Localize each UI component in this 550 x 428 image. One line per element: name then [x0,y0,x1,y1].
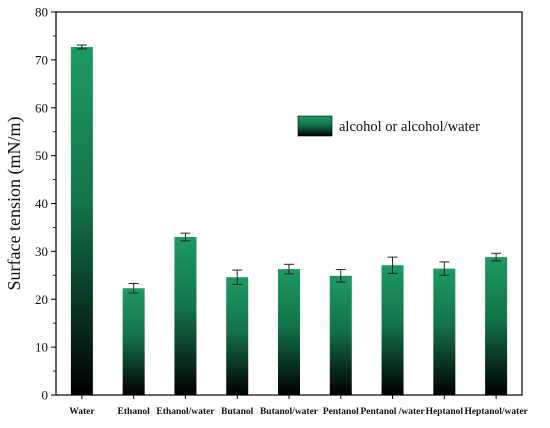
y-tick-label: 80 [35,5,48,20]
y-axis-ticks: 0 10 20 30 40 50 60 70 80 [35,5,56,403]
bar [70,46,93,395]
y-tick-label: 60 [35,100,48,115]
y-axis-label: Surface tension (mN/m) [4,117,25,291]
y-tick-label: 30 [35,244,48,259]
y-tick-label: 70 [35,52,48,67]
bar [122,288,145,395]
y-tick-label: 50 [35,148,48,163]
error-bars-group [76,44,502,294]
y-tick-label: 40 [35,196,48,211]
y-tick-label: 10 [35,340,48,355]
x-tick-label: Ethanol/water [156,407,215,417]
x-axis-ticks: Water Ethanol Ethanol/water Butanol Butanol/… [69,395,529,417]
bar [278,269,300,395]
bar [433,268,456,395]
x-tick-label: Butanol [221,407,254,417]
bars-group [70,46,508,395]
bar [485,257,508,395]
legend-swatch [297,115,333,137]
x-tick-label: Heptanol/water [464,407,528,417]
x-tick-label: Water [69,407,95,417]
bar [381,265,404,395]
bar [174,237,197,395]
y-tick-label: 0 [42,388,49,403]
legend-label: alcohol or alcohol/water [339,119,480,135]
bar [329,275,352,395]
x-tick-label: Butanol/water [260,407,319,417]
x-tick-label: Pentanol /water [360,407,425,417]
x-tick-label: Ethanol [118,407,151,417]
bar [226,277,249,395]
x-tick-label: Heptanol [426,407,464,417]
x-tick-label: Pentanol [323,407,359,417]
y-tick-label: 20 [35,292,48,307]
legend: alcohol or alcohol/water [297,115,480,137]
